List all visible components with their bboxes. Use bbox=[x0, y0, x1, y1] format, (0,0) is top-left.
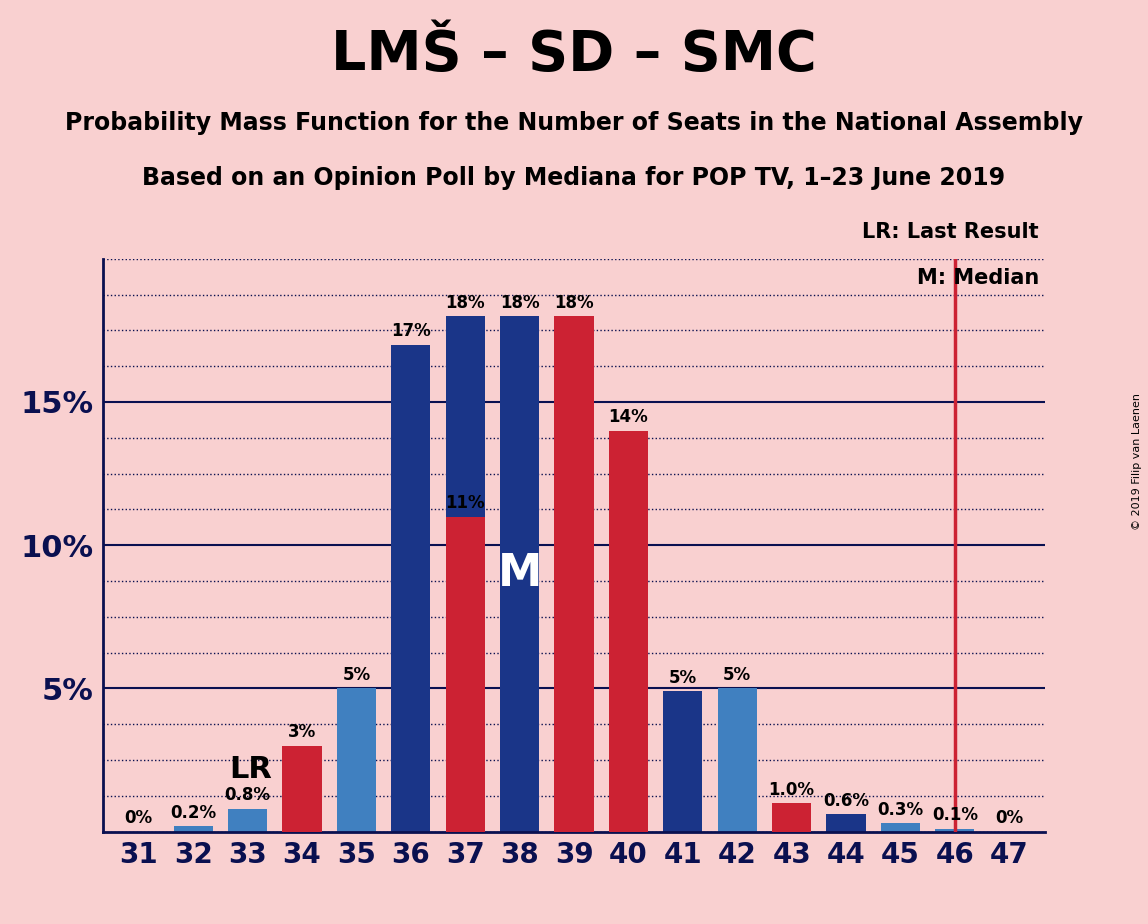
Text: M: M bbox=[497, 553, 542, 595]
Text: 1.0%: 1.0% bbox=[769, 781, 815, 798]
Bar bbox=[827, 814, 866, 832]
Bar bbox=[608, 688, 647, 832]
Text: © 2019 Filip van Laenen: © 2019 Filip van Laenen bbox=[1132, 394, 1142, 530]
Bar bbox=[718, 688, 757, 832]
Bar bbox=[554, 316, 594, 832]
Text: Based on an Opinion Poll by Mediana for POP TV, 1–23 June 2019: Based on an Opinion Poll by Mediana for … bbox=[142, 166, 1006, 190]
Bar bbox=[773, 803, 812, 832]
Bar bbox=[336, 688, 375, 832]
Text: 0%: 0% bbox=[995, 809, 1023, 827]
Bar bbox=[445, 517, 484, 832]
Text: LR: LR bbox=[228, 755, 272, 784]
Text: 18%: 18% bbox=[499, 294, 540, 311]
Bar bbox=[173, 826, 212, 832]
Bar bbox=[608, 431, 647, 832]
Text: Probability Mass Function for the Number of Seats in the National Assembly: Probability Mass Function for the Number… bbox=[65, 111, 1083, 135]
Text: 3%: 3% bbox=[288, 723, 316, 741]
Text: M: Median: M: Median bbox=[917, 268, 1039, 288]
Text: 0.1%: 0.1% bbox=[932, 807, 978, 824]
Bar bbox=[664, 691, 703, 832]
Bar bbox=[445, 316, 484, 832]
Text: 5%: 5% bbox=[669, 669, 697, 687]
Text: 11%: 11% bbox=[445, 494, 484, 512]
Text: 5%: 5% bbox=[342, 666, 371, 684]
Text: 14%: 14% bbox=[608, 408, 649, 426]
Text: 0%: 0% bbox=[125, 809, 153, 827]
Text: 0.3%: 0.3% bbox=[877, 801, 923, 819]
Text: LMŠ – SD – SMC: LMŠ – SD – SMC bbox=[331, 28, 817, 81]
Text: 0.2%: 0.2% bbox=[170, 804, 216, 821]
Bar bbox=[391, 345, 430, 832]
Text: 5%: 5% bbox=[723, 666, 751, 684]
Text: 0.8%: 0.8% bbox=[225, 786, 271, 805]
Text: 18%: 18% bbox=[445, 294, 484, 311]
Text: LR: Last Result: LR: Last Result bbox=[862, 222, 1039, 242]
Bar bbox=[282, 746, 321, 832]
Bar bbox=[881, 823, 920, 832]
Bar bbox=[936, 829, 975, 832]
Text: 17%: 17% bbox=[390, 322, 430, 340]
Text: 18%: 18% bbox=[554, 294, 594, 311]
Text: 0.6%: 0.6% bbox=[823, 792, 869, 810]
Bar bbox=[228, 808, 267, 832]
Bar bbox=[501, 316, 540, 832]
